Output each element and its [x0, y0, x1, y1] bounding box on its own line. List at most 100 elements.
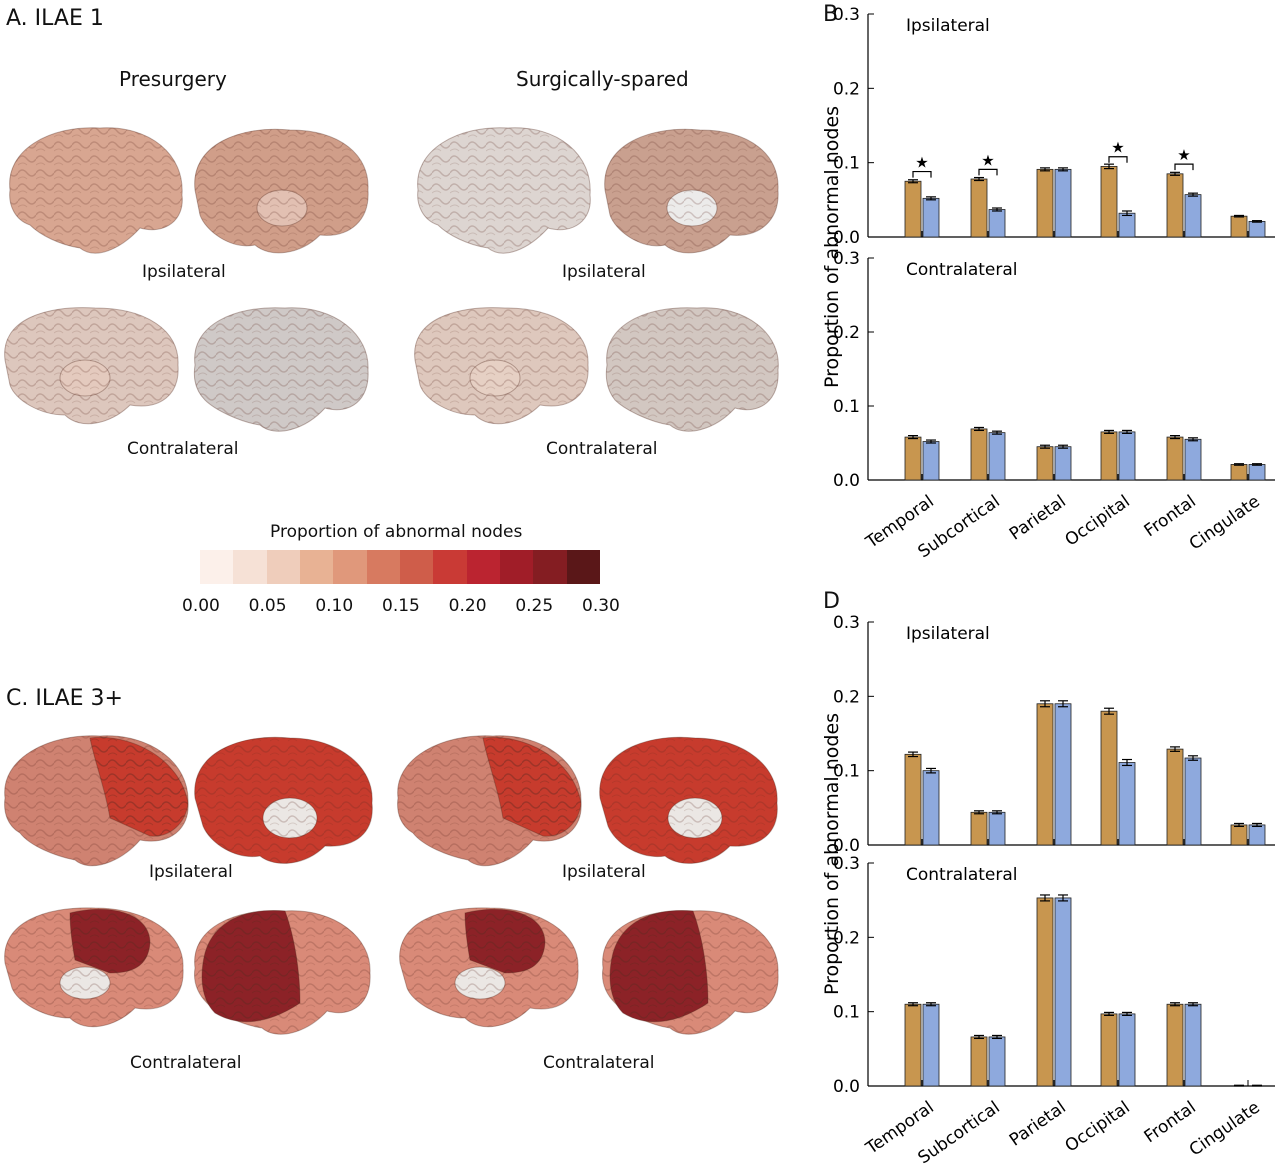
y-axis-label: Proportion of abnormal nodes: [821, 106, 843, 388]
bar-presurgery: [1230, 215, 1248, 238]
label-c-ipsi-left: Ipsilateral: [149, 862, 233, 882]
bar-surgically-spared: [1248, 824, 1266, 846]
bar-surgically-spared: [988, 1036, 1006, 1087]
bar-presurgery: [904, 1003, 922, 1087]
label-c-contra-left: Contralateral: [130, 1053, 242, 1073]
bar-presurgery: [904, 180, 922, 238]
bar-surgically-spared: [1054, 168, 1072, 238]
bar-presurgery: [1100, 165, 1118, 238]
label-a-contra-left: Contralateral: [127, 439, 239, 459]
y-tick-label: 0.3: [833, 5, 860, 25]
panel-b-letter: B: [823, 2, 839, 27]
y-tick-label: 0.1: [833, 154, 860, 174]
significance-bracket: [1108, 156, 1128, 163]
category-label: Occipital: [1062, 1098, 1134, 1157]
bar-surgically-spared: [1248, 464, 1266, 481]
brain-ilae1-pre-ipsi-medial: [194, 128, 369, 254]
bar-surgically-spared: [922, 1003, 940, 1087]
colorbar-title: Proportion of abnormal nodes: [270, 522, 523, 542]
significance-star: ★: [915, 154, 928, 172]
y-tick-label: 0.3: [833, 613, 860, 633]
significance-star: ★: [1111, 139, 1124, 157]
bar-presurgery: [904, 753, 922, 846]
colorbar-swatch: [466, 550, 500, 584]
bar-presurgery: [970, 428, 988, 481]
bar-surgically-spared: [922, 770, 940, 846]
bar-presurgery: [1166, 173, 1184, 238]
y-tick-label: 0.0: [833, 228, 860, 248]
bar-presurgery: [970, 1036, 988, 1087]
brain-ilae1-spared-contra-lateral: [605, 307, 779, 432]
category-label: Occipital: [1062, 492, 1134, 551]
col-head-spared: Surgically-spared: [516, 67, 689, 91]
brain-ilae3-spared-ipsi-lateral: [397, 735, 582, 867]
y-tick-label: 0.2: [833, 323, 860, 343]
significance-bracket: [978, 168, 998, 176]
bar-presurgery: [1230, 824, 1248, 846]
colorbar: [200, 550, 600, 584]
label-a-ipsi-left: Ipsilateral: [142, 262, 226, 282]
y-tick-label: 0.0: [833, 1077, 860, 1097]
bar-presurgery: [1100, 431, 1118, 481]
bar-surgically-spared: [922, 197, 940, 238]
subplot-title: Ipsilateral: [906, 16, 990, 36]
bar-surgically-spared: [1118, 212, 1136, 238]
brain-ilae1-spared-contra-medial: [414, 307, 589, 425]
bar-presurgery: [1036, 168, 1054, 238]
colorbar-swatch: [333, 550, 367, 584]
colorbar-swatch: [366, 550, 400, 584]
significance-bracket: [1174, 163, 1194, 171]
col-head-presurgery: Presurgery: [119, 67, 227, 91]
colorbar-swatch: [299, 550, 334, 584]
colorbar-swatch: [499, 550, 534, 584]
panel-c-title: C. ILAE 3+: [6, 686, 123, 711]
subplot-title: Ipsilateral: [906, 624, 990, 644]
significance-bracket: [912, 170, 932, 178]
brain-ilae3-pre-ipsi-medial: [194, 736, 373, 864]
bar-surgically-spared: [1184, 194, 1202, 238]
bar-surgically-spared: [988, 432, 1006, 481]
bar-presurgery: [1036, 897, 1054, 1087]
label-a-contra-right: Contralateral: [546, 439, 658, 459]
y-tick-label: 0.3: [833, 854, 860, 874]
bar-surgically-spared: [1184, 1003, 1202, 1087]
panel-a-title: A. ILAE 1: [6, 6, 104, 31]
colorbar-swatch: [533, 550, 567, 584]
bar-presurgery: [904, 436, 922, 481]
bar-presurgery: [970, 178, 988, 238]
colorbar-swatch: [200, 550, 234, 584]
y-tick-label: 0.1: [833, 762, 860, 782]
colorbar-swatch: [566, 550, 600, 584]
brain-ilae3-pre-contra-lateral: [194, 910, 371, 1035]
subplot-title: Contralateral: [906, 260, 1018, 280]
category-label: Cingulate: [1186, 492, 1264, 555]
brain-ilae3-spared-contra-lateral: [602, 910, 779, 1035]
bar-surgically-spared: [988, 209, 1006, 238]
bar-presurgery: [1036, 446, 1054, 481]
bar-surgically-spared: [1184, 757, 1202, 846]
label-c-ipsi-right: Ipsilateral: [562, 862, 646, 882]
bar-presurgery: [1100, 1013, 1118, 1087]
colorbar-ticks: 0.00 0.05 0.10 0.15 0.20 0.25 0.30: [0, 596, 800, 618]
colorbar-tick-label: 0.20: [448, 596, 487, 616]
label-a-ipsi-right: Ipsilateral: [562, 262, 646, 282]
brain-ilae3-pre-ipsi-lateral: [4, 735, 189, 867]
y-tick-label: 0.1: [833, 397, 860, 417]
bar-presurgery: [1230, 464, 1248, 481]
y-tick-label: 0.3: [833, 249, 860, 269]
bar-surgically-spared: [1118, 762, 1136, 846]
y-tick-label: 0.2: [833, 928, 860, 948]
bar-surgically-spared: [988, 811, 1006, 846]
bar-presurgery: [1166, 436, 1184, 481]
bar-surgically-spared: [1118, 431, 1136, 481]
significance-star: ★: [1177, 146, 1190, 164]
bar-presurgery: [1166, 1003, 1184, 1087]
category-label: Cingulate: [1186, 1098, 1264, 1161]
colorbar-tick-label: 0.00: [182, 596, 220, 616]
bar-presurgery: [1100, 710, 1118, 846]
bar-surgically-spared: [1184, 438, 1202, 481]
colorbar-swatch: [399, 550, 434, 584]
bar-surgically-spared: [1054, 446, 1072, 481]
colorbar-swatch: [233, 550, 267, 584]
